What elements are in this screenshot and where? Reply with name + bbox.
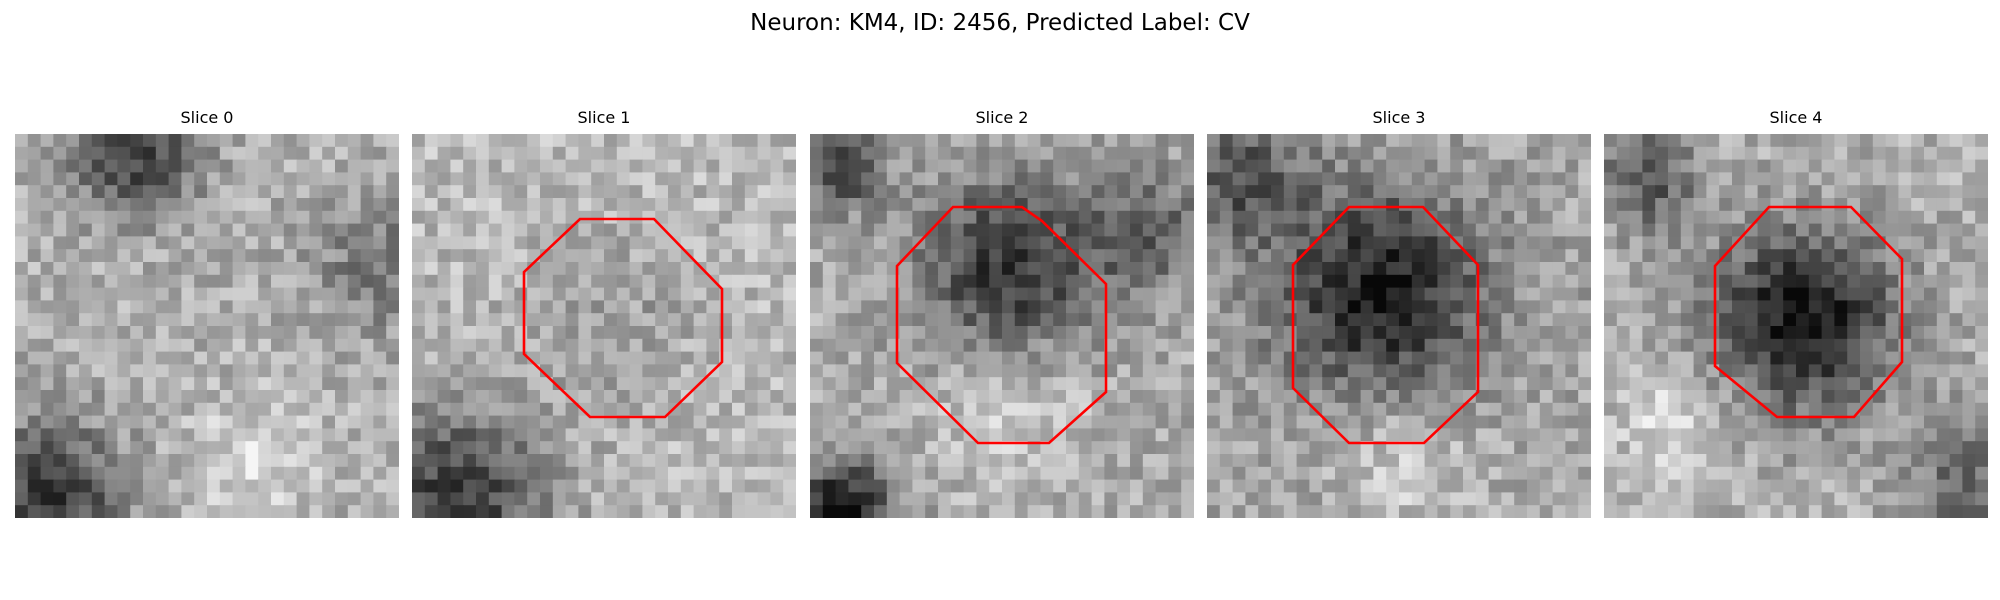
slice-panel-1: Slice 1 [412,108,796,518]
roi-contour-2 [895,205,1108,445]
slice-title-4: Slice 4 [1769,108,1823,127]
slice-image-3 [1207,134,1591,518]
slice-panel-2: Slice 2 [810,108,1194,518]
slice-image-0 [15,134,399,518]
roi-contour-1 [522,217,724,419]
roi-contour-3 [1291,205,1480,445]
slice-title-0: Slice 0 [180,108,234,127]
slice-image-1 [412,134,796,518]
slice-title-3: Slice 3 [1372,108,1426,127]
slice-panel-3: Slice 3 [1207,108,1591,518]
slice-image-2 [810,134,1194,518]
slice-image-4 [1604,134,1988,518]
roi-contour-4 [1713,205,1904,419]
figure-title: Neuron: KM4, ID: 2456, Predicted Label: … [750,10,1250,36]
slice-panel-4: Slice 4 [1604,108,1988,518]
slice-title-1: Slice 1 [577,108,631,127]
slice-title-2: Slice 2 [975,108,1029,127]
slice-panel-0: Slice 0 [15,108,399,518]
